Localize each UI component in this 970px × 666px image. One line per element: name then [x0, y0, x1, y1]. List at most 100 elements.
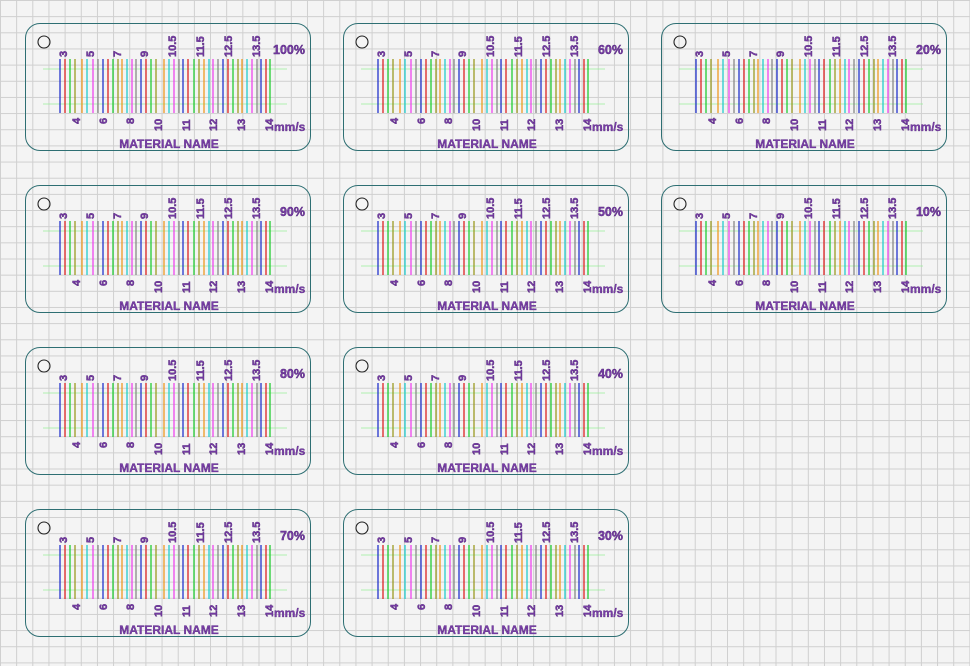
- speed-label-bottom: 8: [125, 118, 137, 124]
- speed-label-top: 12.5: [541, 36, 553, 57]
- speed-label-bottom: 4: [389, 603, 401, 610]
- speed-label-bottom: 6: [734, 118, 746, 124]
- test-tag-card[interactable]: 3 5 7 9 10.5 11.5 12.5 13.5 4 6 8 10 11 12 13 14 80% mm/s…: [25, 347, 311, 475]
- speed-label-bottom: 4: [71, 279, 83, 286]
- speed-label-bottom: 14: [900, 118, 912, 131]
- speed-label-bottom: 11: [499, 281, 511, 293]
- test-tag-card[interactable]: 3 5 7 9 10.5 11.5 12.5 13.5 4 6 8 10 11 12 13 14 60% mm/s…: [343, 23, 629, 151]
- speed-label-top: 13.5: [887, 198, 899, 219]
- speed-label-top: 10.5: [167, 522, 179, 543]
- speed-label-top: 9: [139, 213, 151, 219]
- percent-label: 60%: [598, 43, 623, 57]
- hang-hole-icon: [355, 521, 369, 535]
- speed-label-top: 3: [694, 51, 706, 57]
- speed-label-top: 12.5: [223, 522, 235, 543]
- unit-label: mm/s: [592, 606, 624, 620]
- test-tag-card[interactable]: 3 5 7 9 10.5 11.5 12.5 13.5 4 6 8 10 11 12 13 14 90% mm/s…: [25, 185, 311, 313]
- speed-label-bottom: 14: [264, 604, 276, 617]
- speed-label-top: 13.5: [251, 36, 263, 57]
- speed-label-top: 9: [457, 213, 469, 219]
- speed-label-top: 3: [376, 375, 388, 381]
- speed-label-top: 11.5: [513, 360, 525, 381]
- speed-label-bottom: 6: [98, 604, 110, 610]
- test-tag-card[interactable]: 3 5 7 9 10.5 11.5 12.5 13.5 4 6 8 10 11 12 13 14 30% mm/s…: [343, 509, 629, 637]
- speed-label-bottom: 8: [761, 118, 773, 124]
- speed-label-bottom: 11: [499, 119, 511, 131]
- tag-drawing: 3 5 7 9 10.5 11.5 12.5 13.5 4 6 8 10 11 12 13 14 70% mm/s…: [37, 521, 306, 637]
- unit-label: mm/s: [910, 120, 942, 134]
- speed-label-top: 5: [403, 375, 415, 381]
- material-name-label: MATERIAL NAME: [437, 461, 537, 475]
- hang-hole-icon: [37, 197, 51, 211]
- speed-label-bottom: 4: [389, 441, 401, 448]
- speed-label-bottom: 14: [900, 280, 912, 293]
- speed-label-top: 7: [112, 375, 124, 381]
- percent-label: 70%: [280, 529, 305, 543]
- speed-label-bottom: 6: [416, 442, 428, 448]
- speed-label-bottom: 10: [471, 119, 483, 131]
- test-tag-card[interactable]: 3 5 7 9 10.5 11.5 12.5 13.5 4 6 8 10 11 12 13 14 50% mm/s…: [343, 185, 629, 313]
- speed-label-top: 13.5: [251, 198, 263, 219]
- speed-label-top: 5: [721, 51, 733, 57]
- speed-label-bottom: 8: [443, 442, 455, 448]
- speed-label-bottom: 8: [761, 280, 773, 286]
- speed-label-bottom: 14: [264, 280, 276, 293]
- speed-label-top: 13.5: [569, 360, 581, 381]
- test-tag-card[interactable]: 3 5 7 9 10.5 11.5 12.5 13.5 4 6 8 10 11 12 13 14 10% mm/s…: [661, 185, 947, 313]
- hang-hole-icon: [355, 359, 369, 373]
- speed-label-bottom: 13: [554, 605, 566, 617]
- speed-label-top: 13.5: [569, 36, 581, 57]
- test-tag-card[interactable]: 3 5 7 9 10.5 11.5 12.5 13.5 4 6 8 10 11 12 13 14 20% mm/s…: [661, 23, 947, 151]
- speed-label-top: 9: [139, 51, 151, 57]
- speed-label-top: 5: [85, 213, 97, 219]
- speed-label-bottom: 13: [236, 605, 248, 617]
- speed-label-top: 9: [775, 51, 787, 57]
- speed-label-top: 13.5: [251, 360, 263, 381]
- speed-label-top: 13.5: [569, 198, 581, 219]
- speed-label-top: 10.5: [485, 360, 497, 381]
- speed-label-bottom: 6: [98, 280, 110, 286]
- speed-label-bottom: 8: [125, 604, 137, 610]
- speed-label-bottom: 10: [471, 605, 483, 617]
- speed-label-bottom: 13: [236, 281, 248, 293]
- speed-label-top: 7: [748, 51, 760, 57]
- speed-label-top: 12.5: [859, 36, 871, 57]
- unit-label: mm/s: [274, 120, 306, 134]
- percent-label: 30%: [598, 529, 623, 543]
- speed-label-top: 10.5: [803, 198, 815, 219]
- speed-label-top: 12.5: [859, 198, 871, 219]
- speed-label-bottom: 4: [707, 279, 719, 286]
- speed-label-bottom: 6: [416, 604, 428, 610]
- tag-drawing: 3 5 7 9 10.5 11.5 12.5 13.5 4 6 8 10 11 12 13 14 60% mm/s…: [355, 35, 624, 151]
- hang-hole-icon: [37, 359, 51, 373]
- speed-label-bottom: 8: [443, 280, 455, 286]
- material-name-label: MATERIAL NAME: [437, 299, 537, 313]
- speed-label-top: 3: [58, 51, 70, 57]
- speed-label-top: 9: [457, 51, 469, 57]
- test-tag-card[interactable]: 3 5 7 9 10.5 11.5 12.5 13.5 4 6 8 10 11 12 13 14 40% mm/s…: [343, 347, 629, 475]
- speed-label-top: 3: [376, 51, 388, 57]
- tag-drawing: 3 5 7 9 10.5 11.5 12.5 13.5 4 6 8 10 11 12 13 14 90% mm/s…: [37, 197, 306, 313]
- speed-label-bottom: 8: [125, 442, 137, 448]
- speed-label-top: 7: [430, 213, 442, 219]
- speed-label-bottom: 10: [789, 281, 801, 293]
- test-tag-card[interactable]: 3 5 7 9 10.5 11.5 12.5 13.5 4 6 8 10 11 12 13 14 100% mm/…: [25, 23, 311, 151]
- speed-label-top: 3: [376, 213, 388, 219]
- speed-label-top: 12.5: [541, 198, 553, 219]
- hang-hole-icon: [673, 197, 687, 211]
- speed-label-bottom: 6: [734, 280, 746, 286]
- tag-drawing: 3 5 7 9 10.5 11.5 12.5 13.5 4 6 8 10 11 12 13 14 50% mm/s…: [355, 197, 624, 313]
- material-name-label: MATERIAL NAME: [755, 299, 855, 313]
- speed-label-bottom: 12: [208, 281, 220, 293]
- speed-label-bottom: 8: [443, 118, 455, 124]
- speed-label-top: 3: [58, 213, 70, 219]
- test-tag-card[interactable]: 3 5 7 9 10.5 11.5 12.5 13.5 4 6 8 10 11 12 13 14 70% mm/s…: [25, 509, 311, 637]
- speed-label-bottom: 12: [526, 605, 538, 617]
- speed-label-bottom: 12: [526, 281, 538, 293]
- percent-label: 40%: [598, 367, 623, 381]
- speed-label-bottom: 11: [817, 119, 829, 131]
- speed-label-top: 7: [748, 213, 760, 219]
- speed-label-top: 10.5: [167, 198, 179, 219]
- speed-label-top: 12.5: [223, 198, 235, 219]
- unit-label: mm/s: [592, 444, 624, 458]
